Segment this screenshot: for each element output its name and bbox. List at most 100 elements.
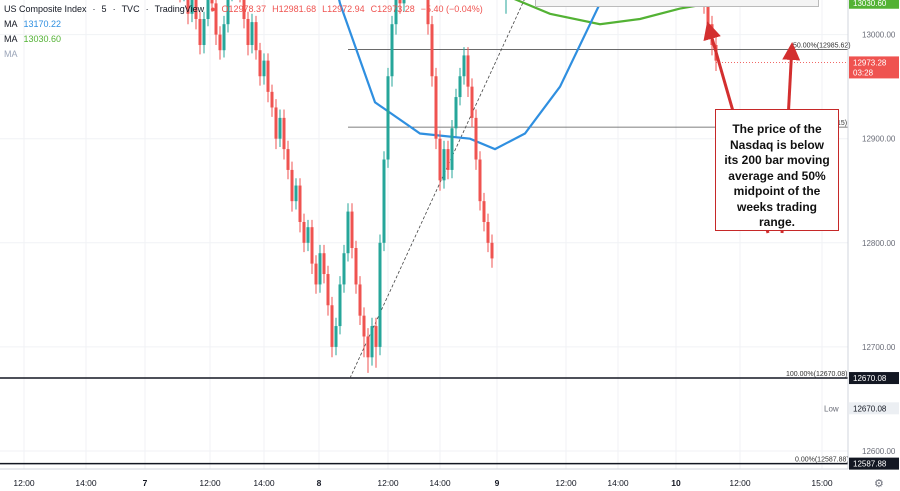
candle [298, 178, 302, 233]
legend-ma3-row[interactable]: MA [4, 47, 483, 62]
price-badge-label: 13030.60 [853, 0, 887, 8]
candle [490, 234, 494, 268]
candle-body [278, 117, 282, 139]
candle [342, 244, 346, 293]
candle-body [206, 0, 210, 19]
candle-body [338, 284, 342, 327]
x-tick-label: 12:00 [555, 478, 577, 488]
legend-symbol[interactable]: US Composite Index [4, 4, 87, 14]
fib-level-label: 50.00%(12985.62) [793, 43, 851, 50]
candle-body [310, 227, 314, 264]
legend-symbol-row: US Composite Index · 5 · TVC · TradingVi… [4, 2, 483, 17]
x-tick-label: 14:00 [75, 478, 97, 488]
candle-body [358, 284, 362, 316]
candle [474, 109, 478, 170]
price-badge-countdown: 03:28 [853, 68, 874, 77]
candle-body [214, 3, 218, 35]
candle-body [222, 24, 226, 51]
candle [505, 0, 507, 14]
candle-body [290, 169, 294, 202]
gear-icon[interactable]: ⚙ [874, 478, 884, 490]
candle [258, 42, 262, 86]
candle-body [246, 18, 250, 46]
legend-ma2-label: MA [4, 34, 18, 44]
annotation-text: The price of the Nasdaq is below its 200… [724, 122, 830, 229]
y-tick-label: 12700.00 [862, 343, 896, 352]
legend-ma2-row[interactable]: MA 13030.60 [4, 32, 483, 47]
candle-body [190, 0, 194, 14]
candle-body [706, 3, 710, 25]
candle-body [306, 227, 310, 243]
candle [294, 178, 298, 210]
x-tick-label: 8 [317, 478, 322, 488]
candle [454, 88, 458, 137]
x-tick-label: 10 [671, 478, 681, 488]
candle-body [458, 76, 462, 98]
candle-body [482, 201, 486, 222]
candle-body [466, 55, 470, 87]
candle [466, 47, 470, 98]
candle [302, 213, 306, 253]
candle-body [394, 0, 398, 25]
candle-body [442, 149, 446, 181]
candle [462, 47, 466, 85]
candle [350, 203, 354, 259]
fib-level-label: 0.00%(12587.88) [795, 457, 849, 464]
candle-body [454, 97, 458, 129]
candle-body [398, 0, 402, 4]
x-tick-label: 12:00 [729, 478, 751, 488]
price-badge-bg [849, 0, 899, 9]
candle [362, 307, 366, 358]
candle-body [382, 159, 386, 243]
candle-body [486, 221, 490, 243]
candle-body [378, 242, 382, 347]
candle-body [254, 22, 258, 51]
candle-body [490, 242, 494, 259]
price-badge-bg [849, 457, 899, 470]
legend-platform: TradingView [154, 4, 205, 14]
candle [266, 53, 270, 103]
candle-body [210, 0, 214, 4]
candle-body [322, 253, 326, 275]
candle [402, 0, 406, 12]
candle-body [362, 315, 366, 337]
candle [314, 255, 318, 294]
candle-body [450, 128, 454, 170]
price-badge: 12587.88 [849, 457, 899, 470]
candle-body [334, 326, 338, 347]
legend-ma1-value: 13170.22 [23, 19, 62, 29]
candle [322, 244, 326, 284]
legend-interval[interactable]: 5 [101, 4, 107, 14]
candle [222, 15, 226, 58]
candle [458, 67, 462, 106]
price-badge-label: 12670.08 [853, 404, 887, 413]
legend-ma2-value: 13030.60 [23, 34, 62, 44]
x-tick-label: 12:00 [199, 478, 221, 488]
candle-body [282, 117, 286, 150]
candle-body [426, 0, 430, 25]
candle [334, 317, 338, 356]
candle-body [330, 305, 334, 347]
candle-body [462, 55, 466, 77]
candle [202, 11, 206, 54]
candle [282, 109, 286, 160]
candle [250, 13, 254, 54]
candle [186, 0, 190, 25]
price-badge-bg [849, 402, 899, 415]
candle [478, 151, 482, 211]
candle [246, 11, 250, 56]
candle [354, 240, 358, 294]
ma-green-line [513, 0, 711, 26]
price-badge-label: 12587.88 [853, 460, 887, 469]
candle [390, 15, 394, 87]
legend-change: −5.40 (−0.04%) [420, 4, 483, 14]
legend-ma1-row[interactable]: MA 13170.22 [4, 17, 483, 32]
candle-body [186, 0, 190, 14]
candle-body [350, 211, 354, 249]
fib-level-label: 100.00%(12670.08) [786, 371, 848, 378]
price-badge-label: 12670.08 [853, 374, 887, 383]
candle-body [402, 0, 406, 4]
candle-body [390, 24, 394, 77]
candle [278, 109, 282, 148]
